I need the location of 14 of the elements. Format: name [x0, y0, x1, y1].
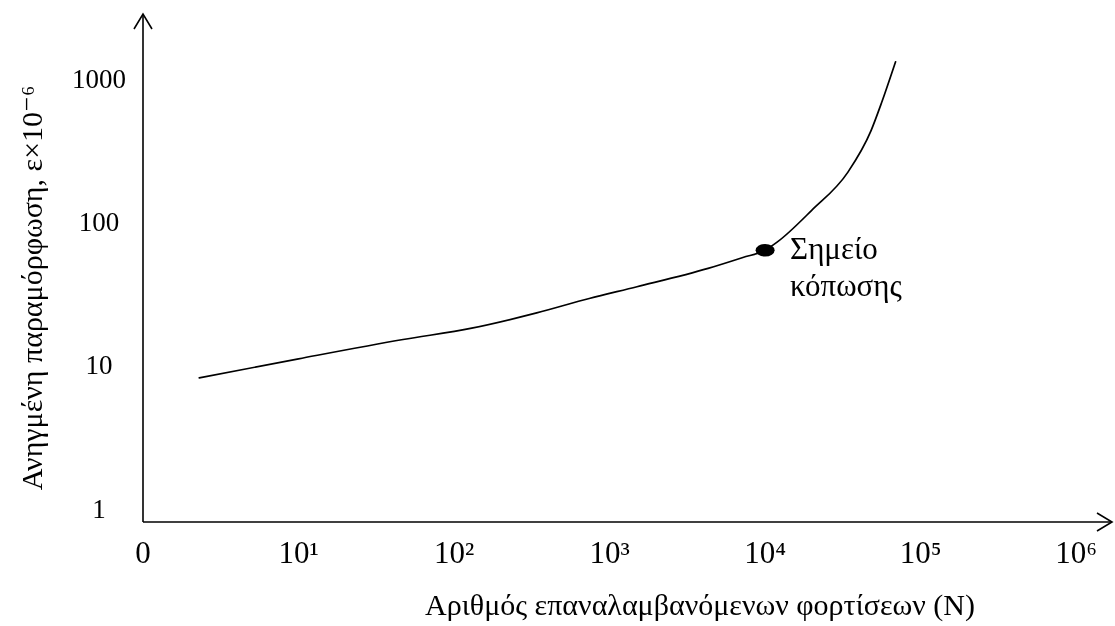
x-tick-label: 0 [135, 535, 151, 570]
x-tick-label: 10⁶ [1055, 535, 1098, 570]
x-tick-label: 10³ [589, 535, 630, 570]
annotation: Σημείο κόπωσης [790, 231, 902, 304]
y-axis-title: Ανηγμένη παραμόρφωση, ε×10⁻⁶ [15, 85, 48, 491]
y-tick-label: 1 [92, 493, 106, 524]
x-tick-label: 10² [433, 535, 475, 570]
x-tick-label: 10⁴ [744, 535, 787, 570]
y-tick-label: 100 [78, 206, 120, 237]
x-axis-title: Αριθμός επαναλαμβανόμενων φορτίσεων (N) [425, 588, 975, 622]
y-tick-label: 10 [85, 350, 113, 381]
y-tick-label: 1000 [72, 63, 126, 94]
x-tick-label: 10¹ [278, 535, 319, 570]
x-tick-label: 10⁵ [899, 535, 942, 570]
